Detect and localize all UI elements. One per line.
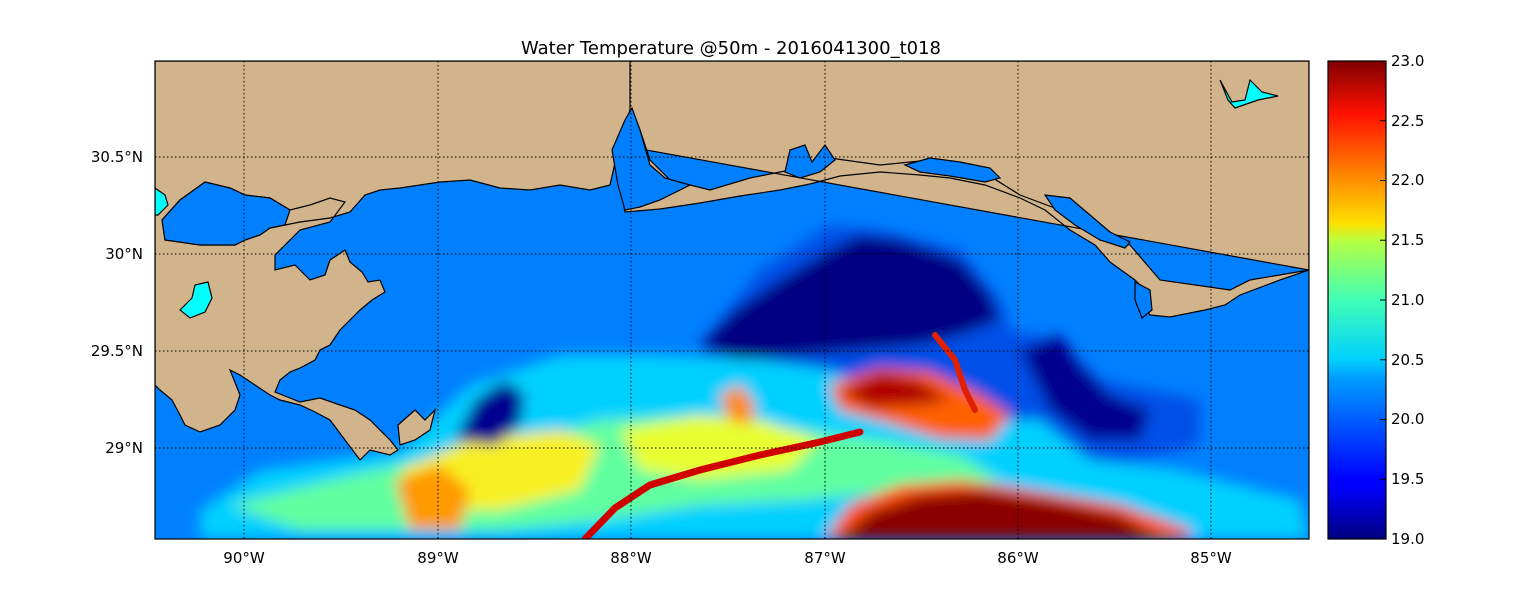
lon-tick-label: 87°W (804, 549, 846, 567)
colorbar-tick-label: 21.0 (1391, 291, 1424, 309)
map-frame (154, 60, 1310, 540)
graticule (155, 61, 1309, 539)
colorbar-tick-label: 21.5 (1391, 231, 1424, 249)
lon-tick-label: 85°W (1190, 549, 1232, 567)
map-plot (155, 61, 1309, 539)
temp-region-darkblue (700, 235, 1000, 360)
colorbar-tick-label: 23.0 (1391, 52, 1424, 70)
colorbar-tick-labels: 23.0 22.5 22.0 21.5 21.0 20.5 20.0 19.5 … (1391, 52, 1424, 548)
lake-pontchartrain (161, 181, 291, 246)
colorbar-tick-label: 19.0 (1391, 530, 1424, 548)
colorbar-gradient (1327, 60, 1387, 540)
colorbar-tick-label: 22.0 (1391, 171, 1424, 189)
temp-region-orange-west (395, 465, 470, 530)
lon-tick-label: 86°W (997, 549, 1039, 567)
lon-tick-label: 90°W (223, 549, 265, 567)
temp-region-cool-eddy (455, 380, 525, 445)
lon-tick-labels: 90°W 89°W 88°W 87°W 86°W 85°W (223, 549, 1232, 567)
colorbar-ticks (1380, 60, 1386, 540)
colorbar: 23.0 22.5 22.0 21.5 21.0 20.5 20.0 19.5 … (1327, 52, 1424, 548)
land-delta (397, 408, 437, 446)
land-louisiana (155, 61, 631, 461)
lat-tick-label: 30.5°N (91, 148, 143, 166)
apalachicola-bay (1134, 281, 1153, 319)
temp-warm-filament (581, 428, 864, 539)
lon-tick-label: 88°W (610, 549, 652, 567)
temp-region-warm-spot (720, 385, 755, 425)
lake-west (179, 281, 213, 319)
temp-warm-streak (932, 332, 978, 413)
temp-region-east-cool (1020, 335, 1150, 440)
st-andrew-bay (1043, 194, 1131, 249)
colorbar-tick-label: 20.0 (1391, 410, 1424, 428)
temp-region-warm-eddy-core (840, 490, 1160, 539)
lat-tick-label: 29°N (105, 439, 143, 457)
colorbar-tick-label: 19.5 (1391, 470, 1424, 488)
choctaw-bay (903, 157, 1002, 183)
temp-region-warm-red (840, 372, 950, 408)
lat-tick-label: 30°N (105, 245, 143, 263)
lon-tick-label: 89°W (417, 549, 459, 567)
colorbar-tick-label: 22.5 (1391, 112, 1424, 130)
lake-edge (155, 187, 169, 216)
lake-east (1219, 78, 1279, 109)
lat-tick-label: 29.5°N (91, 342, 143, 360)
colorbar-tick-label: 20.5 (1391, 351, 1424, 369)
pensacola-bay (784, 143, 836, 179)
map-title: Water Temperature @50m - 2016041300_t018 (521, 38, 941, 59)
lat-tick-labels: 30.5°N 30°N 29.5°N 29°N (91, 148, 143, 457)
